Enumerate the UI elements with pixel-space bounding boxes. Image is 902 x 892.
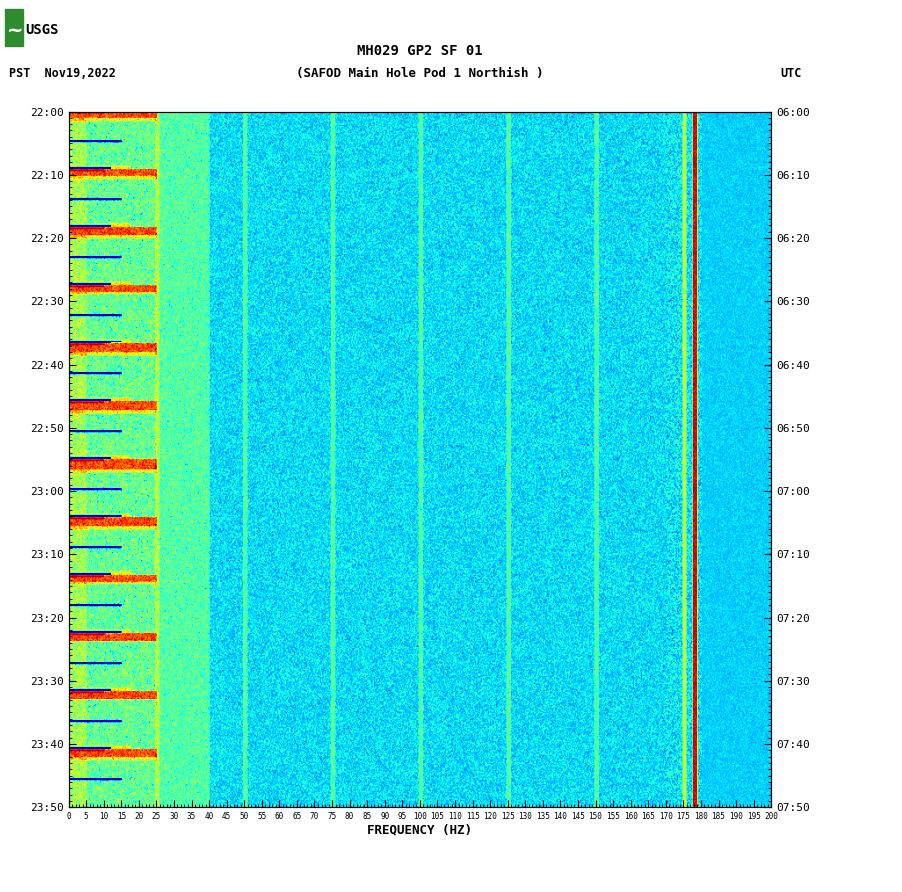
Text: MH029 GP2 SF 01: MH029 GP2 SF 01	[357, 44, 483, 58]
Text: USGS: USGS	[25, 22, 59, 37]
Text: ~: ~	[7, 21, 23, 40]
Text: (SAFOD Main Hole Pod 1 Northish ): (SAFOD Main Hole Pod 1 Northish )	[296, 67, 544, 80]
Text: UTC: UTC	[780, 67, 802, 80]
Text: PST  Nov19,2022: PST Nov19,2022	[9, 67, 115, 80]
X-axis label: FREQUENCY (HZ): FREQUENCY (HZ)	[367, 824, 473, 837]
Bar	[5, 9, 23, 46]
